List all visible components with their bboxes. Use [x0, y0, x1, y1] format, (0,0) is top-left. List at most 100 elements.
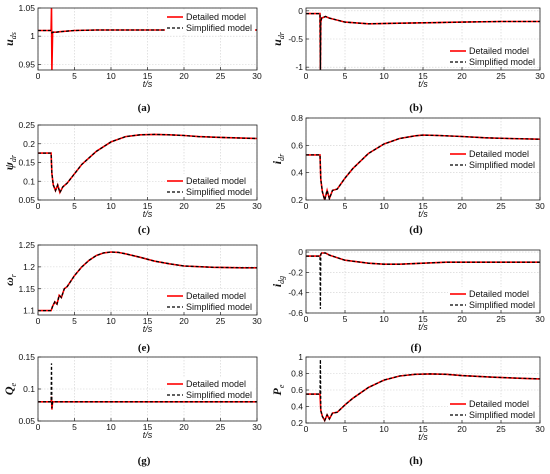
x-tick-label: 25 — [216, 201, 226, 211]
panel-caption: (h) — [409, 455, 423, 467]
y-axis-label: uds — [2, 32, 18, 46]
y-tick-label: 1.2 — [23, 262, 35, 272]
legend-box — [448, 287, 538, 310]
y-tick-label: 0.25 — [18, 120, 35, 130]
x-tick-label: 25 — [216, 316, 226, 326]
legend-label: Detailed model — [186, 12, 246, 22]
x-tick-label: 5 — [72, 201, 77, 211]
x-axis-label: t/s — [418, 432, 428, 442]
x-tick-label: 15 — [143, 316, 153, 326]
y-tick-label: 1 — [30, 31, 35, 41]
y-axis-label-main: i — [270, 283, 284, 287]
x-axis-label: t/s — [143, 79, 153, 89]
y-tick-label: 0.4 — [291, 402, 303, 412]
series-line-simplified — [306, 359, 540, 422]
x-tick-label: 30 — [252, 422, 262, 432]
x-tick-label: 10 — [106, 71, 116, 81]
legend-label: Detailed model — [469, 399, 529, 409]
legend-label: Detailed model — [469, 149, 529, 159]
x-tick-label: 15 — [418, 201, 428, 211]
legend-box — [448, 44, 538, 67]
x-tick-label: 25 — [496, 424, 506, 434]
y-tick-label: -0.2 — [288, 267, 303, 277]
x-tick-label: 10 — [106, 422, 116, 432]
y-tick-label: 1 — [298, 352, 303, 362]
y-axis-label: ψdr — [2, 154, 18, 170]
x-tick-label: 0 — [304, 424, 309, 434]
chart-panel-h: 0 5 10 15 20 25 30 0.2 0.4 0.6 0.8 1 t/s Pe Detailed m… — [270, 352, 545, 467]
y-tick-label: 0.8 — [291, 113, 303, 123]
x-tick-label: 25 — [496, 314, 506, 324]
x-tick-label: 5 — [72, 422, 77, 432]
x-tick-label: 30 — [252, 316, 262, 326]
chart-panel-b: 0 5 10 15 20 25 30 -1 -0.5 0 t/s udr Detailed modelS… — [270, 6, 545, 114]
y-tick-label: 0.15 — [18, 158, 35, 168]
panel-caption: (b) — [409, 102, 423, 114]
x-tick-label: 30 — [535, 424, 545, 434]
x-tick-label: 0 — [36, 422, 41, 432]
y-axis-label-main: P — [270, 387, 284, 395]
y-tick-label: 0.8 — [291, 369, 303, 379]
x-tick-label: 5 — [72, 71, 77, 81]
y-tick-label: -0.5 — [288, 34, 303, 44]
series-line-simplified — [38, 251, 257, 312]
x-tick-label: 20 — [179, 316, 189, 326]
y-axis-label-main: Q — [2, 386, 16, 395]
legend-label: Simplified model — [186, 187, 252, 197]
y-tick-label: 0.15 — [18, 352, 35, 362]
series-line-simplified — [306, 134, 540, 200]
x-axis-label: t/s — [418, 209, 428, 219]
x-tick-label: 25 — [496, 201, 506, 211]
y-axis-label: Qe — [2, 382, 18, 395]
y-tick-label: 1.1 — [23, 306, 35, 316]
series-line-simplified — [38, 363, 257, 409]
y-axis-label-sub: dr — [277, 31, 286, 39]
chart-panel-a: 0 5 10 15 20 25 30 0.95 1 1.05 t/s uds Detailed mode… — [2, 3, 262, 114]
legend-label: Simplified model — [469, 300, 535, 310]
y-tick-label: 1.25 — [18, 240, 35, 250]
y-tick-label: 1.05 — [18, 3, 35, 13]
panel-caption: (d) — [409, 224, 423, 236]
x-tick-label: 25 — [216, 71, 226, 81]
x-tick-label: 10 — [106, 316, 116, 326]
chart-panel-f: 0 5 10 15 20 25 30 -0.6 -0.4 -0.2 0 t/s idg Detailed … — [270, 247, 545, 354]
legend-box — [448, 397, 538, 420]
y-axis-label: idr — [270, 153, 286, 164]
x-tick-label: 30 — [252, 71, 262, 81]
legend-label: Simplified model — [186, 302, 252, 312]
legend-label: Detailed model — [186, 379, 246, 389]
legend-box — [165, 377, 255, 400]
y-axis-label: ωr — [2, 273, 18, 286]
y-tick-label: 0.1 — [23, 176, 35, 186]
x-tick-label: 10 — [106, 201, 116, 211]
y-axis-label: udr — [270, 31, 286, 46]
chart-panel-d: 0 5 10 15 20 25 30 0.2 0.4 0.6 0.8 t/s idr Detailed m… — [270, 113, 545, 236]
x-tick-label: 15 — [418, 71, 428, 81]
x-tick-label: 25 — [496, 71, 506, 81]
x-axis-label: t/s — [143, 430, 153, 440]
y-tick-label: 0 — [298, 247, 303, 257]
x-axis-label: t/s — [143, 324, 153, 334]
y-axis-label-sub: dr — [9, 154, 18, 162]
legend-label: Simplified model — [469, 160, 535, 170]
y-tick-label: -1 — [295, 62, 303, 72]
legend-label: Simplified model — [186, 390, 252, 400]
x-tick-label: 15 — [418, 314, 428, 324]
y-axis-label-sub: e — [277, 384, 286, 388]
y-axis-label-sub: dg — [277, 276, 286, 284]
x-tick-label: 20 — [179, 422, 189, 432]
y-axis-label-main: ω — [2, 277, 16, 286]
y-axis-label-sub: ds — [9, 32, 18, 39]
y-tick-label: 0.6 — [291, 140, 303, 150]
x-tick-label: 15 — [418, 424, 428, 434]
x-tick-label: 20 — [457, 201, 467, 211]
x-tick-label: 10 — [379, 71, 389, 81]
x-tick-label: 5 — [343, 201, 348, 211]
legend-box — [448, 147, 538, 170]
x-tick-label: 30 — [535, 314, 545, 324]
x-tick-label: 0 — [304, 201, 309, 211]
x-tick-label: 10 — [379, 314, 389, 324]
y-tick-label: -0.6 — [288, 308, 303, 318]
legend-label: Simplified model — [186, 23, 252, 33]
chart-panel-e: 0 5 10 15 20 25 30 1.1 1.15 1.2 1.25 t/s ωr Detailed … — [2, 240, 262, 354]
